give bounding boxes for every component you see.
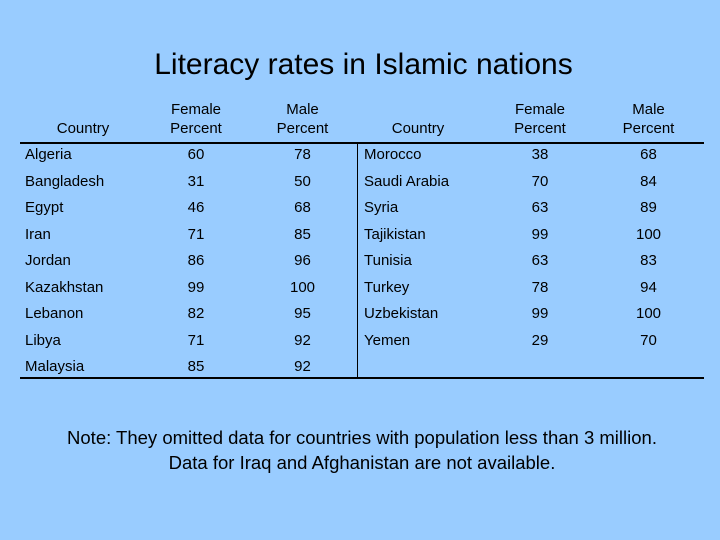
cell-right-female: 29 [531, 331, 549, 349]
cell-right-country: Morocco [364, 146, 422, 163]
cell-left-male: 92 [294, 331, 311, 349]
cell-left-country: Egypt [25, 199, 64, 216]
cell-right-country: Tajikistan [364, 225, 426, 243]
table-row: Libya 71 92 Yemen 29 70 [20, 328, 704, 355]
cell-right-female: 99 [531, 305, 549, 322]
cell-left-female: 86 [187, 252, 205, 269]
header-male-left: Male Percent [270, 100, 335, 138]
cell-right-female: 63 [531, 199, 549, 216]
column-divider [357, 142, 358, 378]
cell-right-country: Tunisia [364, 252, 412, 269]
cell-right-male: 100 [635, 305, 662, 322]
literacy-table: Country Female Percent Male Percent Countr… [20, 96, 704, 381]
cell-left-male: 85 [294, 225, 311, 243]
cell-left-female: 99 [187, 278, 205, 296]
header-female-right-label: Female Percent [514, 101, 566, 137]
cell-right-male: 84 [640, 172, 657, 190]
cell-left-male: 68 [294, 199, 311, 216]
table-row: Lebanon 82 95 Uzbekistan 99 100 [20, 301, 704, 328]
table-row: Jordan 86 96 Tunisia 63 83 [20, 248, 704, 275]
cell-left-country: Kazakhstan [25, 278, 104, 296]
cell-left-female: 60 [187, 146, 205, 163]
cell-right-country: Saudi Arabia [364, 172, 450, 190]
header-male-right: Male Percent [616, 100, 681, 138]
cell-left-country: Algeria [25, 146, 72, 163]
cell-right-country: Uzbekistan [364, 305, 439, 322]
header-country-right: Country [391, 120, 445, 137]
cell-left-male: 95 [294, 305, 311, 322]
cell-left-country: Bangladesh [25, 172, 105, 190]
table-row: Malaysia 85 92 [20, 354, 704, 381]
cell-left-country: Libya [25, 331, 61, 349]
cell-right-female: 63 [531, 252, 549, 269]
cell-right-country: Syria [364, 199, 399, 216]
cell-right-female: 70 [531, 172, 549, 190]
cell-left-female: 85 [187, 358, 205, 375]
table-row: Egypt 46 68 Syria 63 89 [20, 195, 704, 222]
cell-left-female: 46 [187, 199, 205, 216]
header-female-right: Female Percent [510, 100, 570, 138]
table-bottom-border [20, 377, 704, 379]
cell-left-female: 71 [187, 225, 205, 243]
table-body: Algeria 60 78 Morocco 38 68 Bangladesh 31 50 Saud… [20, 142, 704, 381]
table-header-row: Country Female Percent Male Percent Countr… [20, 96, 704, 142]
cell-right-male: 100 [635, 225, 662, 243]
header-male-right-label: Male Percent [622, 101, 675, 137]
cell-left-male: 96 [294, 252, 311, 269]
cell-left-male: 78 [294, 146, 311, 163]
header-divider [20, 142, 704, 144]
header-female-left-label: Female Percent [170, 101, 222, 137]
table-row: Kazakhstan 99 100 Turkey 78 94 [20, 275, 704, 302]
cell-right-female: 99 [531, 225, 549, 243]
cell-right-country: Yemen [364, 331, 411, 349]
cell-right-male: 94 [640, 278, 657, 296]
cell-left-country: Lebanon [25, 305, 84, 322]
table-row: Bangladesh 31 50 Saudi Arabia 70 84 [20, 169, 704, 196]
cell-left-country: Malaysia [25, 358, 85, 375]
cell-right-male: 89 [640, 199, 657, 216]
header-male-left-label: Male Percent [276, 101, 329, 137]
cell-left-female: 31 [187, 172, 205, 190]
table-row: Algeria 60 78 Morocco 38 68 [20, 142, 704, 169]
footnote: Note: They omitted data for countries wi… [67, 427, 657, 473]
cell-right-male: 70 [640, 331, 657, 349]
table-row: Iran 71 85 Tajikistan 99 100 [20, 222, 704, 249]
cell-right-country: Turkey [364, 278, 410, 296]
cell-left-country: Iran [25, 225, 51, 243]
header-female-left: Female Percent [166, 100, 226, 138]
cell-right-female: 78 [531, 278, 549, 296]
cell-left-female: 82 [187, 305, 205, 322]
cell-right-male: 68 [640, 146, 657, 163]
cell-left-male: 92 [294, 358, 311, 375]
cell-left-female: 71 [187, 331, 205, 349]
cell-left-country: Jordan [25, 252, 71, 269]
cell-left-male: 50 [294, 172, 311, 190]
cell-right-female: 38 [531, 146, 549, 163]
cell-right-male: 83 [640, 252, 657, 269]
header-country-left: Country [56, 120, 110, 137]
page-title: Literacy rates in Islamic nations [154, 48, 573, 81]
cell-left-male: 100 [289, 278, 316, 296]
